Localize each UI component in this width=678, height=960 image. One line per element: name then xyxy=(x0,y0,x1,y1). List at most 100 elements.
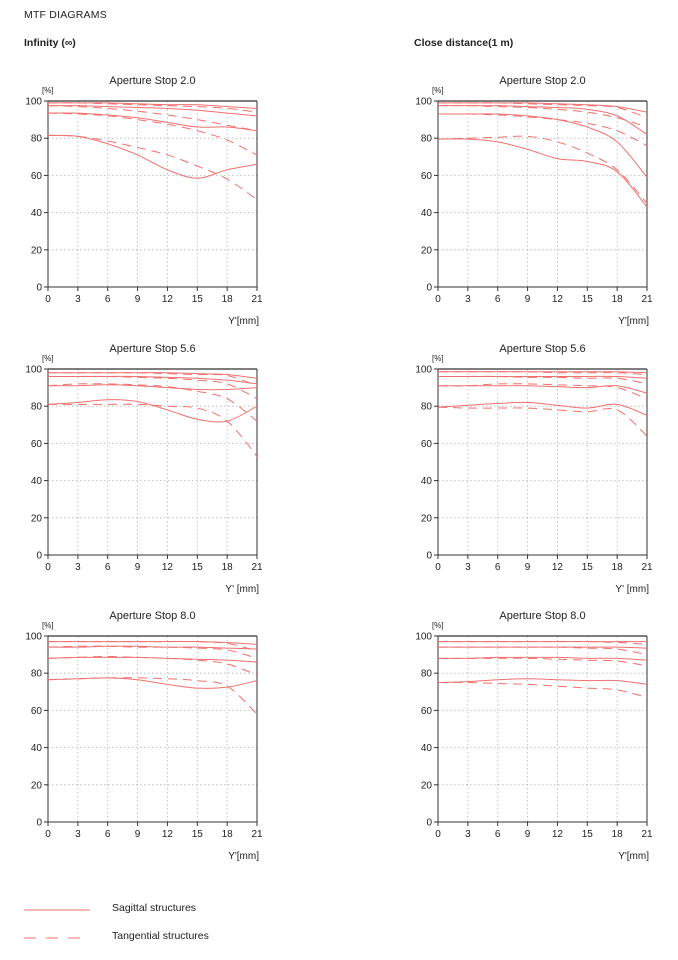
x-tick-label: 21 xyxy=(641,294,653,305)
y-tick-label: 0 xyxy=(426,551,432,562)
y-axis-label: [%] xyxy=(42,621,54,630)
series-line-tangential-10 xyxy=(437,646,648,656)
y-axis-label: [%] xyxy=(42,354,54,363)
x-tick-label: 15 xyxy=(192,829,204,840)
y-tick-label: 0 xyxy=(36,818,42,829)
series-line-tangential-10 xyxy=(437,105,648,128)
series-line-sagittal-10 xyxy=(47,105,258,117)
y-tick-label: 60 xyxy=(421,706,433,717)
x-tick-label: 3 xyxy=(465,294,471,305)
y-tick-label: 40 xyxy=(421,208,433,219)
series-line-tangential-5 xyxy=(47,372,258,387)
y-tick-label: 100 xyxy=(25,365,42,376)
y-tick-label: 40 xyxy=(31,476,43,487)
series-line-tangential-20 xyxy=(47,112,258,156)
series-line-tangential-5 xyxy=(47,102,258,113)
y-tick-label: 100 xyxy=(25,632,42,643)
x-tick-label: 6 xyxy=(105,294,111,305)
x-axis-label: Y' [mm] xyxy=(225,584,259,595)
legend-sagittal: Sagittal structures xyxy=(24,902,284,918)
y-tick-label: 40 xyxy=(31,743,43,754)
series-line-tangential-20 xyxy=(437,383,648,400)
x-tick-label: 0 xyxy=(435,829,441,840)
series-line-sagittal-5 xyxy=(47,372,258,379)
x-tick-label: 15 xyxy=(582,829,594,840)
series-line-tangential-5 xyxy=(47,640,258,652)
series-line-sagittal-20 xyxy=(438,385,648,394)
x-tick-label: 12 xyxy=(162,562,174,573)
y-tick-label: 60 xyxy=(421,439,433,450)
series-line-sagittal-40 xyxy=(47,134,258,179)
x-tick-label: 15 xyxy=(582,562,594,573)
y-tick-label: 80 xyxy=(31,402,43,413)
y-tick-label: 20 xyxy=(31,513,43,524)
series-line-tangential-20 xyxy=(438,657,648,667)
series-line-tangential-10 xyxy=(47,645,258,659)
series-line-sagittal-40 xyxy=(47,677,258,689)
x-tick-label: 3 xyxy=(465,562,471,573)
x-tick-label: 0 xyxy=(435,294,441,305)
column-heading-infinity: Infinity (∞) xyxy=(24,37,76,49)
series-line-sagittal-40 xyxy=(437,401,648,416)
y-tick-label: 40 xyxy=(421,743,433,754)
column-heading-close-distance: Close distance(1 m) xyxy=(414,37,514,49)
x-tick-label: 6 xyxy=(495,829,501,840)
y-tick-label: 60 xyxy=(31,171,43,182)
y-tick-label: 0 xyxy=(426,818,432,829)
x-tick-label: 0 xyxy=(45,829,51,840)
y-tick-label: 60 xyxy=(31,706,43,717)
y-tick-label: 80 xyxy=(31,134,43,145)
series-line-tangential-10 xyxy=(47,105,258,132)
mtf-chart-close-f8: Aperture Stop 8.0 [%] 0 20 40 60 80 100 0 3 6 9 12 15… xyxy=(415,610,653,862)
chart-title: Aperture Stop 8.0 xyxy=(499,610,585,622)
x-tick-label: 12 xyxy=(552,562,564,573)
y-axis-label: [%] xyxy=(42,86,54,95)
series-line-sagittal-10 xyxy=(48,375,258,385)
x-tick-label: 9 xyxy=(135,829,141,840)
x-tick-label: 6 xyxy=(495,562,501,573)
chart-title: Aperture Stop 2.0 xyxy=(109,75,195,87)
y-tick-label: 80 xyxy=(421,669,433,680)
series-line-tangential-40 xyxy=(47,677,258,715)
y-tick-label: 80 xyxy=(421,402,433,413)
x-tick-label: 6 xyxy=(105,829,111,840)
y-tick-label: 100 xyxy=(415,365,432,376)
y-tick-label: 100 xyxy=(25,97,42,108)
x-tick-label: 18 xyxy=(612,294,624,305)
series-line-tangential-20 xyxy=(437,113,648,147)
x-tick-label: 12 xyxy=(162,294,174,305)
chart-title: Aperture Stop 8.0 xyxy=(109,610,195,622)
y-tick-label: 20 xyxy=(31,780,43,791)
x-tick-label: 21 xyxy=(251,562,263,573)
y-tick-label: 20 xyxy=(421,513,433,524)
x-axis-label: Y'[mm] xyxy=(618,851,649,862)
y-tick-label: 100 xyxy=(415,632,432,643)
x-axis-label: Y'[mm] xyxy=(228,316,259,327)
x-tick-label: 9 xyxy=(135,562,141,573)
x-tick-label: 9 xyxy=(135,294,141,305)
x-tick-label: 18 xyxy=(612,562,624,573)
legend-solid-line-swatch xyxy=(24,909,90,911)
x-axis-label: Y'[mm] xyxy=(228,851,259,862)
series-line-sagittal-10 xyxy=(438,105,648,135)
series-line-tangential-5 xyxy=(437,641,648,645)
series-line-sagittal-20 xyxy=(437,113,648,178)
y-tick-label: 20 xyxy=(421,245,433,256)
series-line-tangential-5 xyxy=(438,102,648,119)
y-axis-label: [%] xyxy=(432,354,444,363)
chart-title: Aperture Stop 2.0 xyxy=(499,75,585,87)
chart-title: Aperture Stop 5.6 xyxy=(109,343,195,355)
x-tick-label: 21 xyxy=(251,829,263,840)
y-tick-label: 60 xyxy=(421,171,433,182)
legend-tangential-label: Tangential structures xyxy=(112,930,209,942)
x-tick-label: 3 xyxy=(75,829,81,840)
mtf-chart-close-f5-6: Aperture Stop 5.6 [%] 0 20 40 60 80 100 0 3 6 9 12 15… xyxy=(415,343,653,595)
mtf-chart-infinity-f8: Aperture Stop 8.0 [%] 0 20 40 60 80 100 0 3 6 9 12 15… xyxy=(25,610,263,862)
series-line-tangential-40 xyxy=(48,403,258,457)
y-tick-label: 80 xyxy=(421,134,433,145)
legend-tangential: Tangential structures xyxy=(24,930,284,946)
series-line-tangential-40 xyxy=(437,406,648,437)
series-line-tangential-10 xyxy=(48,375,258,400)
y-axis-label: [%] xyxy=(432,621,444,630)
page-title: MTF DIAGRAMS xyxy=(24,9,107,21)
